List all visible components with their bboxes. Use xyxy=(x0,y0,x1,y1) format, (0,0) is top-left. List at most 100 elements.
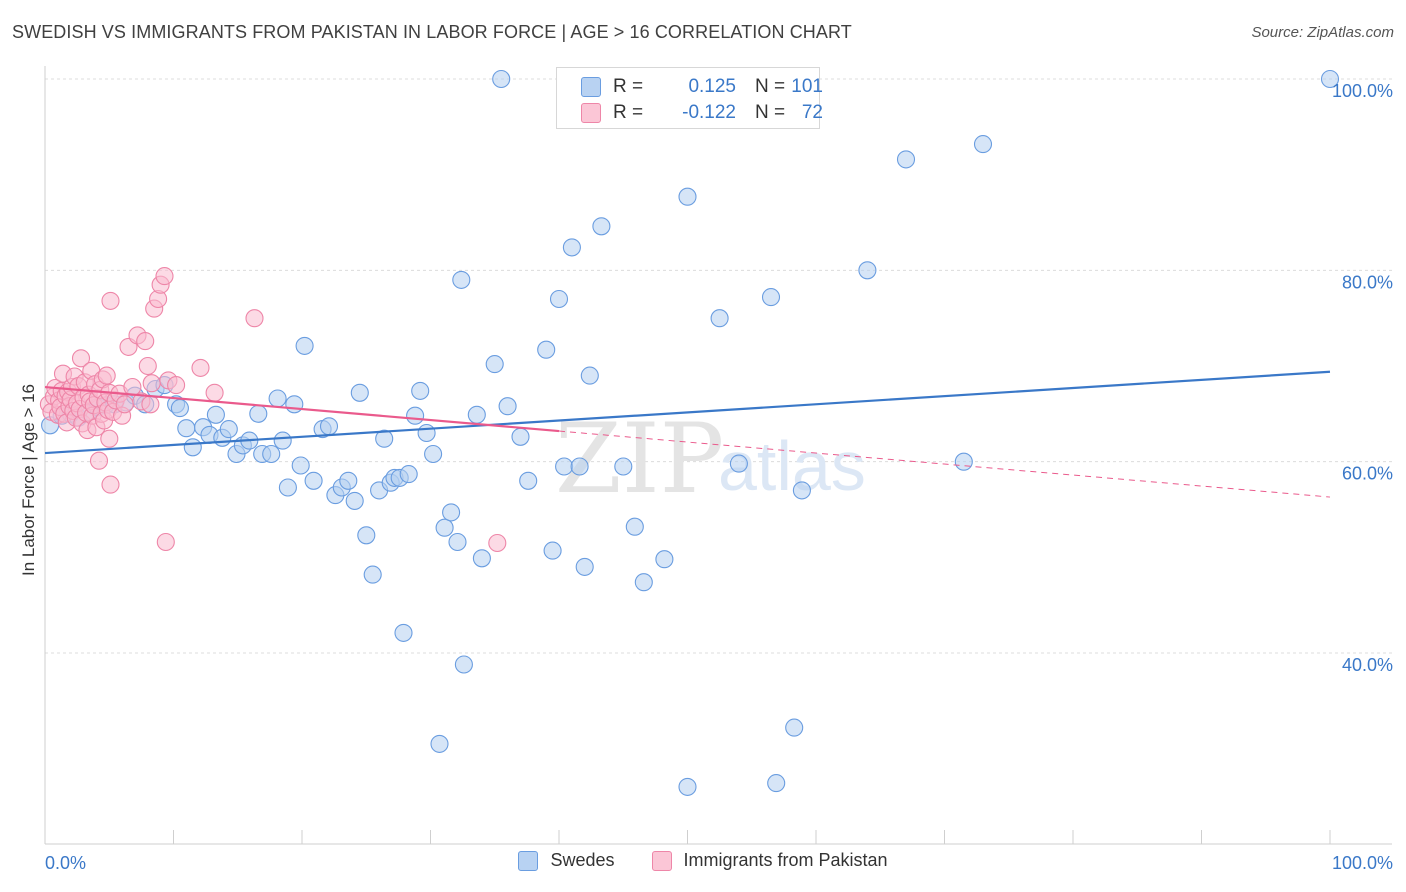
pakistan-point-70 xyxy=(245,309,264,328)
swedes-point-52 xyxy=(411,381,430,400)
swedes-point-73 xyxy=(570,457,589,476)
pakistan-point-46 xyxy=(101,475,120,494)
swedes-point-15 xyxy=(177,419,196,438)
pakistan-point-58 xyxy=(138,356,157,376)
legend-item-pakistan[interactable]: Immigrants from Pakistan xyxy=(651,850,888,871)
swedes-trend-line xyxy=(44,370,1331,455)
swedes-point-84 xyxy=(710,309,729,328)
stats-legend: R = 0.125 N = 101 R = -0.122 N = 72 xyxy=(556,67,823,129)
grid-lines xyxy=(45,78,1392,654)
swedes-point-82 xyxy=(678,187,697,206)
swedes-point-83 xyxy=(678,777,697,796)
swedes-point-34 xyxy=(304,471,323,490)
y-tick-label-2: 60.0% xyxy=(1342,464,1393,484)
pakistan-point-57 xyxy=(136,332,155,351)
swedes-point-54 xyxy=(424,444,443,464)
swedes-point-91 xyxy=(896,150,916,169)
swedes-point-32 xyxy=(291,456,310,475)
swedes-point-65 xyxy=(498,397,517,416)
swedes-point-66 xyxy=(511,427,530,446)
pakistan-point-60 xyxy=(142,374,161,393)
y-tick-label-0: 100.0% xyxy=(1332,81,1393,101)
swedes-point-89 xyxy=(792,481,811,500)
swedes-point-14 xyxy=(170,399,189,418)
swedes-point-31 xyxy=(285,395,304,414)
swedes-point-60 xyxy=(454,655,473,674)
swedes-point-71 xyxy=(555,457,574,476)
chart-title: SWEDISH VS IMMIGRANTS FROM PAKISTAN IN L… xyxy=(12,22,852,42)
swedes-point-63 xyxy=(485,355,504,374)
swedes-point-68 xyxy=(537,340,556,359)
pakistan-point-71 xyxy=(488,533,507,553)
swedes-point-87 xyxy=(767,774,786,793)
pakistan-point-68 xyxy=(191,358,210,377)
swedes-point-55 xyxy=(430,734,449,753)
legend-swatch-swedes xyxy=(518,850,539,871)
swedes-point-58 xyxy=(448,532,467,552)
legend-item-swedes[interactable]: Swedes xyxy=(518,850,614,871)
swedes-point-76 xyxy=(592,217,611,236)
swedes-point-41 xyxy=(350,383,369,402)
y-tick-label-1: 80.0% xyxy=(1342,272,1393,292)
swedes-point-57 xyxy=(442,503,461,522)
swedes-swatch xyxy=(581,77,601,97)
y-tick-label-3: 40.0% xyxy=(1342,655,1393,675)
swedes-point-90 xyxy=(858,261,877,280)
swedes-point-56 xyxy=(435,518,454,537)
swedes-point-85 xyxy=(729,454,748,473)
swedes-point-49 xyxy=(394,623,413,642)
legend-swatch-pakistan xyxy=(651,850,672,871)
swedes-points xyxy=(41,69,1340,796)
swedes-point-67 xyxy=(519,471,538,490)
swedes-point-61 xyxy=(467,405,486,424)
swedes-point-72 xyxy=(562,238,581,257)
swedes-point-70 xyxy=(549,289,569,309)
swedes-point-51 xyxy=(406,406,425,425)
swedes-point-16 xyxy=(183,438,202,457)
pakistan-point-44 xyxy=(100,429,119,448)
swedes-point-93 xyxy=(973,135,993,154)
swedes-point-50 xyxy=(399,465,418,484)
x-tick-label-0: 0.0% xyxy=(45,853,86,873)
swedes-point-21 xyxy=(219,420,238,439)
r-value: -0.122 xyxy=(682,102,736,123)
swedes-point-86 xyxy=(761,288,781,307)
swedes-point-62 xyxy=(472,549,491,568)
x-tick-label-1: 100.0% xyxy=(1332,853,1393,873)
swedes-point-39 xyxy=(339,471,358,490)
swedes-point-69 xyxy=(543,541,562,560)
swedes-point-42 xyxy=(357,526,376,545)
pakistan-swatch xyxy=(581,103,601,123)
source-label: Source: ZipAtlas.com xyxy=(1251,24,1394,41)
pakistan-point-69 xyxy=(205,383,224,402)
swedes-point-28 xyxy=(268,389,287,408)
legend-label-pakistan: Immigrants from Pakistan xyxy=(683,850,888,870)
swedes-point-43 xyxy=(363,565,382,584)
swedes-point-92 xyxy=(954,452,973,471)
swedes-point-79 xyxy=(634,573,653,592)
watermark: ZIP atlas xyxy=(555,403,866,515)
r-label: R = xyxy=(613,76,644,97)
pakistan-point-47 xyxy=(101,291,120,310)
pakistan-point-22 xyxy=(71,349,91,368)
swedes-point-45 xyxy=(375,429,394,448)
y-axis-title-wrap: In Labor Force | Age > 16 xyxy=(14,300,44,660)
swedes-point-27 xyxy=(262,444,281,464)
swedes-point-33 xyxy=(295,336,314,355)
swedes-point-25 xyxy=(249,404,268,423)
pakistan-point-59 xyxy=(141,395,160,414)
pakistan-trend-extension xyxy=(558,430,1331,498)
swedes-point-74 xyxy=(575,557,594,576)
n-label: N = xyxy=(755,76,786,97)
swedes-point-40 xyxy=(345,491,364,510)
x-axis xyxy=(44,66,1392,845)
swedes-point-94 xyxy=(1320,69,1340,89)
pakistan-point-36 xyxy=(89,451,109,470)
pakistan-point-52 xyxy=(115,395,134,414)
swedes-point-64 xyxy=(492,69,511,89)
pakistan-point-65 xyxy=(156,532,175,552)
pakistan-point-67 xyxy=(167,376,186,395)
swedes-point-81 xyxy=(655,550,674,569)
swedes-point-29 xyxy=(273,431,292,450)
